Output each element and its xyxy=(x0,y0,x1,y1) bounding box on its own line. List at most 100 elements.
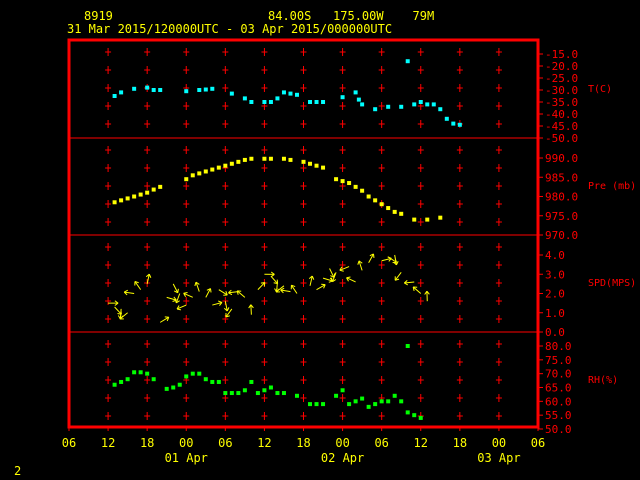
humidity-point xyxy=(275,391,280,396)
temperature-point xyxy=(399,104,404,109)
x-tick-label: 00 xyxy=(179,436,193,450)
wind-arrow xyxy=(250,304,252,315)
y-tick-label: 80.0 xyxy=(545,340,572,353)
wind-arrow-head xyxy=(219,302,223,306)
pressure-point xyxy=(438,215,443,220)
wind-arrow-head xyxy=(209,288,212,293)
x-tick-label: 18 xyxy=(296,436,310,450)
pressure-point xyxy=(197,171,202,176)
wind-arrow-head xyxy=(395,278,400,281)
wind-arrow-head xyxy=(119,315,122,320)
humidity-point xyxy=(190,371,195,376)
wind-arrow xyxy=(146,273,150,284)
wind-arrow xyxy=(257,282,266,290)
humidity-point xyxy=(236,391,241,396)
humidity-point xyxy=(262,388,267,393)
y-tick-label: 4.0 xyxy=(545,249,565,262)
wind-arrow-head xyxy=(403,279,408,284)
humidity-point xyxy=(334,393,339,398)
wind-arrow xyxy=(316,284,326,291)
y-tick-label: -35.0 xyxy=(545,96,578,109)
wind-arrow-head xyxy=(225,291,228,296)
wind-arrow xyxy=(166,296,177,301)
wind-arrow-head xyxy=(228,292,233,296)
wind-arrow xyxy=(270,275,278,284)
temperature-point xyxy=(412,102,417,107)
wind-arrow-head xyxy=(223,307,228,312)
wind-arrow xyxy=(224,301,228,312)
pressure-point xyxy=(268,156,273,161)
wind-arrow-head xyxy=(195,281,200,285)
x-tick-label: 06 xyxy=(218,436,232,450)
humidity-point xyxy=(399,399,404,404)
temperature-point xyxy=(184,89,189,94)
temperature-point xyxy=(405,59,410,64)
humidity-point xyxy=(164,386,169,391)
humidity-point xyxy=(314,402,319,407)
wind-arrow-head xyxy=(358,260,363,264)
humidity-point xyxy=(138,370,143,375)
pressure-point xyxy=(216,165,221,170)
wind-arrow xyxy=(236,290,246,298)
station-id: 8919 xyxy=(84,9,113,23)
pressure-point xyxy=(210,167,215,172)
pressure-point xyxy=(190,173,195,178)
wind-arrow-head xyxy=(114,300,119,304)
temperature-point xyxy=(294,92,299,97)
humidity-point xyxy=(340,388,345,393)
wind-arrow xyxy=(218,289,228,296)
humidity-point xyxy=(412,413,417,418)
humidity-point xyxy=(249,379,254,384)
pressure-point xyxy=(262,156,267,161)
humidity-point xyxy=(119,379,124,384)
wind-arrow xyxy=(280,289,291,293)
temperature-point xyxy=(353,90,358,95)
wind-arrow-head xyxy=(412,286,415,291)
humidity-point xyxy=(347,402,352,407)
wind-arrow-head xyxy=(194,281,197,287)
wind-arrow xyxy=(205,288,211,298)
y-tick-label: 2.0 xyxy=(545,288,565,301)
y-tick-label: 70.0 xyxy=(545,368,572,381)
y-tick-label: 990.0 xyxy=(545,152,578,165)
wind-arrow-head xyxy=(177,288,179,293)
x-tick-label: 06 xyxy=(531,436,545,450)
humidity-point xyxy=(242,388,247,393)
wind-arrow xyxy=(290,284,298,294)
humidity-point xyxy=(405,410,410,415)
wind-arrow-head xyxy=(346,276,351,279)
wind-arrow-head xyxy=(339,269,344,272)
wind-arrow-head xyxy=(426,290,430,295)
y-tick-label: -40.0 xyxy=(545,108,578,121)
pressure-point xyxy=(288,157,293,162)
wind-arrow xyxy=(134,281,142,290)
wind-arrow xyxy=(332,272,337,282)
temperature-point xyxy=(229,91,234,96)
wind-arrow-head xyxy=(174,298,177,304)
wind-arrow-head xyxy=(346,277,349,282)
temperature-point xyxy=(119,90,124,95)
humidity-point xyxy=(229,391,234,396)
y-tick-label: 1.0 xyxy=(545,307,565,320)
humidity-point xyxy=(216,379,221,384)
wind-arrow-head xyxy=(176,300,180,304)
humidity-point xyxy=(281,391,286,396)
pressure-point xyxy=(112,200,117,205)
wind-arrow-head xyxy=(332,279,337,283)
y-tick-label: 970.0 xyxy=(545,229,578,242)
temperature-point xyxy=(314,100,319,104)
pressure-point xyxy=(158,184,163,189)
wind-arrow-head xyxy=(250,304,254,309)
wind-arrow xyxy=(394,254,397,265)
temperature-point xyxy=(268,100,273,104)
humidity-point xyxy=(177,382,182,387)
pressure-point xyxy=(379,202,384,207)
wind-arrow-head xyxy=(145,273,150,278)
wind-arrow xyxy=(404,281,415,284)
pressure-point xyxy=(151,187,156,192)
pressure-point xyxy=(386,206,391,211)
wind-arrow-head xyxy=(395,261,399,266)
humidity-point xyxy=(386,399,391,404)
humidity-point xyxy=(294,393,299,398)
temperature-point xyxy=(197,88,202,92)
